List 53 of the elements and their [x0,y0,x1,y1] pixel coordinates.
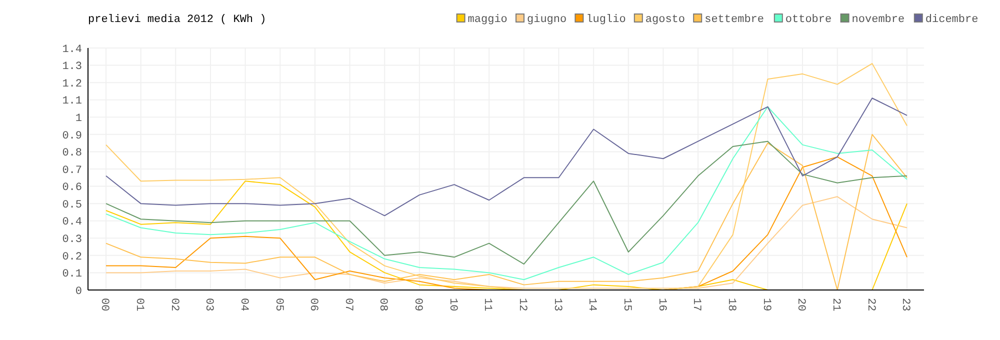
x-tick-label: 02 [168,298,180,312]
y-tick-label: 1.3 [62,61,82,74]
y-tick-label: 0.9 [62,130,82,142]
x-tick-label: 14 [586,298,598,312]
y-tick-label: 0.4 [62,216,82,229]
x-tick-label: 09 [412,298,424,312]
x-tick-label: 08 [376,298,389,312]
line-series [106,63,908,290]
legend-label: settembre [704,14,764,26]
x-tick-label: 03 [202,298,215,312]
y-tick-label: 0.5 [62,199,82,212]
x-tick-label: 05 [272,298,284,312]
y-tick-label: 1.2 [62,78,82,90]
y-tick-label: 0.6 [62,182,82,194]
line-series [106,98,908,216]
x-tick-label: 20 [794,298,807,312]
x-tick-label: 00 [98,298,110,312]
legend-label: giugno [527,14,567,26]
legend-label: novembre [852,14,905,26]
y-tick-label: 0.2 [62,251,82,264]
x-tick-label: 11 [481,298,494,312]
x-tick-label: 04 [237,298,250,312]
x-tick-label: 07 [342,298,354,312]
y-tick-label: 0.8 [62,148,82,160]
x-tick-label: 17 [690,298,702,312]
x-tick-label: 22 [864,298,876,312]
line-series [106,140,908,265]
x-tick-label: 01 [132,298,145,312]
y-tick-label: 1.4 [62,44,82,56]
y-tick-label: 1 [75,112,82,125]
x-tick-label: 15 [620,298,633,312]
legend-label: luglio [586,14,626,26]
x-tick-label: 19 [760,298,772,312]
line-series [106,106,908,280]
x-tick-label: 21 [830,298,842,312]
x-tick-label: 10 [446,298,458,312]
legend-label: ottobre [785,14,832,26]
y-tick-label: 0.7 [62,164,82,177]
x-tick-label: 18 [725,298,738,312]
y-tick-label: 0.1 [62,268,82,281]
x-tick-label: 13 [550,298,563,312]
line-series [106,196,908,289]
x-tick-label: 23 [899,298,912,312]
chart-title: prelievi media 2012 ( KWh ) [88,14,266,26]
legend-label: maggio [468,14,508,26]
x-tick-label: 12 [516,298,528,312]
legend-label: agosto [645,14,686,26]
y-tick-label: 0.3 [62,234,82,246]
y-tick-label: 1.1 [62,96,82,108]
x-tick-label: 16 [655,298,668,312]
y-tick-label: 0 [75,286,82,298]
x-tick-label: 06 [307,298,320,312]
legend-label: dicembre [925,14,978,26]
